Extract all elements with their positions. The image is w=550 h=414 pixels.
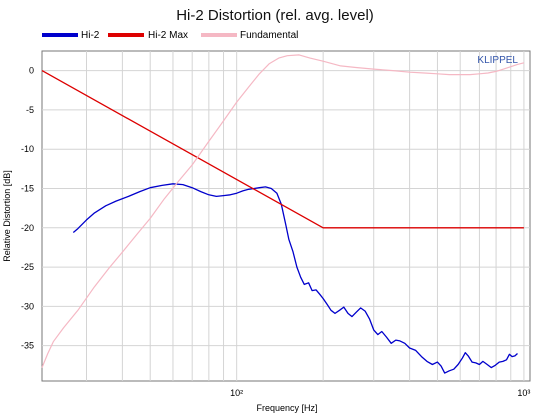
series-line-fundamental [41,54,525,368]
legend: Hi-2 Hi-2 Max Fundamental [42,30,298,41]
y-tick-label: -5 [26,105,34,115]
legend-swatch-fundamental [201,33,237,37]
y-tick-label: -10 [21,144,34,154]
series-line-hi-2 [72,183,518,374]
legend-label-fundamental: Fundamental [240,30,298,41]
y-tick-label: -15 [21,184,34,194]
chart-title: Hi-2 Distortion (rel. avg. level) [176,7,374,24]
y-tick-label: -20 [21,223,34,233]
y-axis-label: Relative Distortion [dB] [2,170,12,262]
legend-swatch-hi2-max [108,33,144,37]
x-tick-label: 10³ [517,388,530,398]
y-tick-label: -30 [21,301,34,311]
series-layer [41,54,525,374]
x-tick-label: 10² [230,388,243,398]
watermark: KLIPPEL [477,55,518,66]
series-line-hi-2-max [41,70,524,229]
y-tick-label: -35 [21,341,34,351]
y-tick-label: 0 [29,66,34,76]
legend-label-hi2-max: Hi-2 Max [148,30,188,41]
legend-label-hi2: Hi-2 [81,30,100,41]
y-axis-ticks: 0 -5 -10 -15 -20 -25 -30 -35 [21,66,34,351]
x-axis-ticks: 10² 10³ [230,388,530,398]
grid [42,51,530,381]
y-tick-label: -25 [21,262,34,272]
legend-swatch-hi2 [42,33,78,37]
x-axis-label: Frequency [Hz] [256,403,317,413]
plot-area [41,50,531,382]
